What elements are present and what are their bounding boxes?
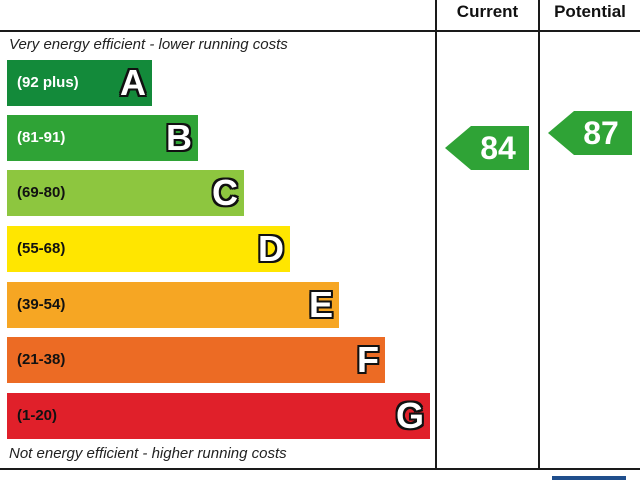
band-f: (21-38) F [7,337,385,383]
divider-potential [538,0,540,470]
band-letter: A [120,62,146,103]
header-underline [0,30,640,32]
band-range-label: (21-38) [17,351,66,368]
band-letter: F [357,339,379,380]
band-c: (69-80) C [7,170,244,216]
column-header-potential: Potential [554,2,626,21]
band-letter: C [212,172,238,213]
band-d: (55-68) D [7,226,290,272]
band-letter: B [166,117,192,158]
footer-line [0,468,640,470]
band-range-label: (55-68) [17,240,66,257]
corner-mark [552,476,626,480]
band-a: (92 plus) A [7,60,152,106]
band-range-label: (92 plus) [17,74,79,91]
band-range-label: (39-54) [17,296,66,313]
divider-current [435,0,437,470]
current-rating-arrow: 84 [445,126,529,170]
band-e: (39-54) E [7,282,339,328]
band-range-label: (69-80) [17,184,66,201]
potential-rating-value: 87 [583,115,619,151]
band-letter: E [308,284,333,325]
band-range-label: (1-20) [17,407,58,424]
band-letter: D [258,228,284,269]
band-g: (1-20) G [7,393,430,439]
bottom-caption: Not energy efficient - higher running co… [9,445,287,462]
band-b: (81-91) B [7,115,198,161]
band-letter: G [395,395,424,436]
band-range-label: (81-91) [17,129,66,146]
potential-rating-arrow: 87 [548,111,632,155]
current-rating-value: 84 [480,130,516,166]
top-caption: Very energy efficient - lower running co… [9,36,288,53]
column-header-current: Current [456,2,519,21]
